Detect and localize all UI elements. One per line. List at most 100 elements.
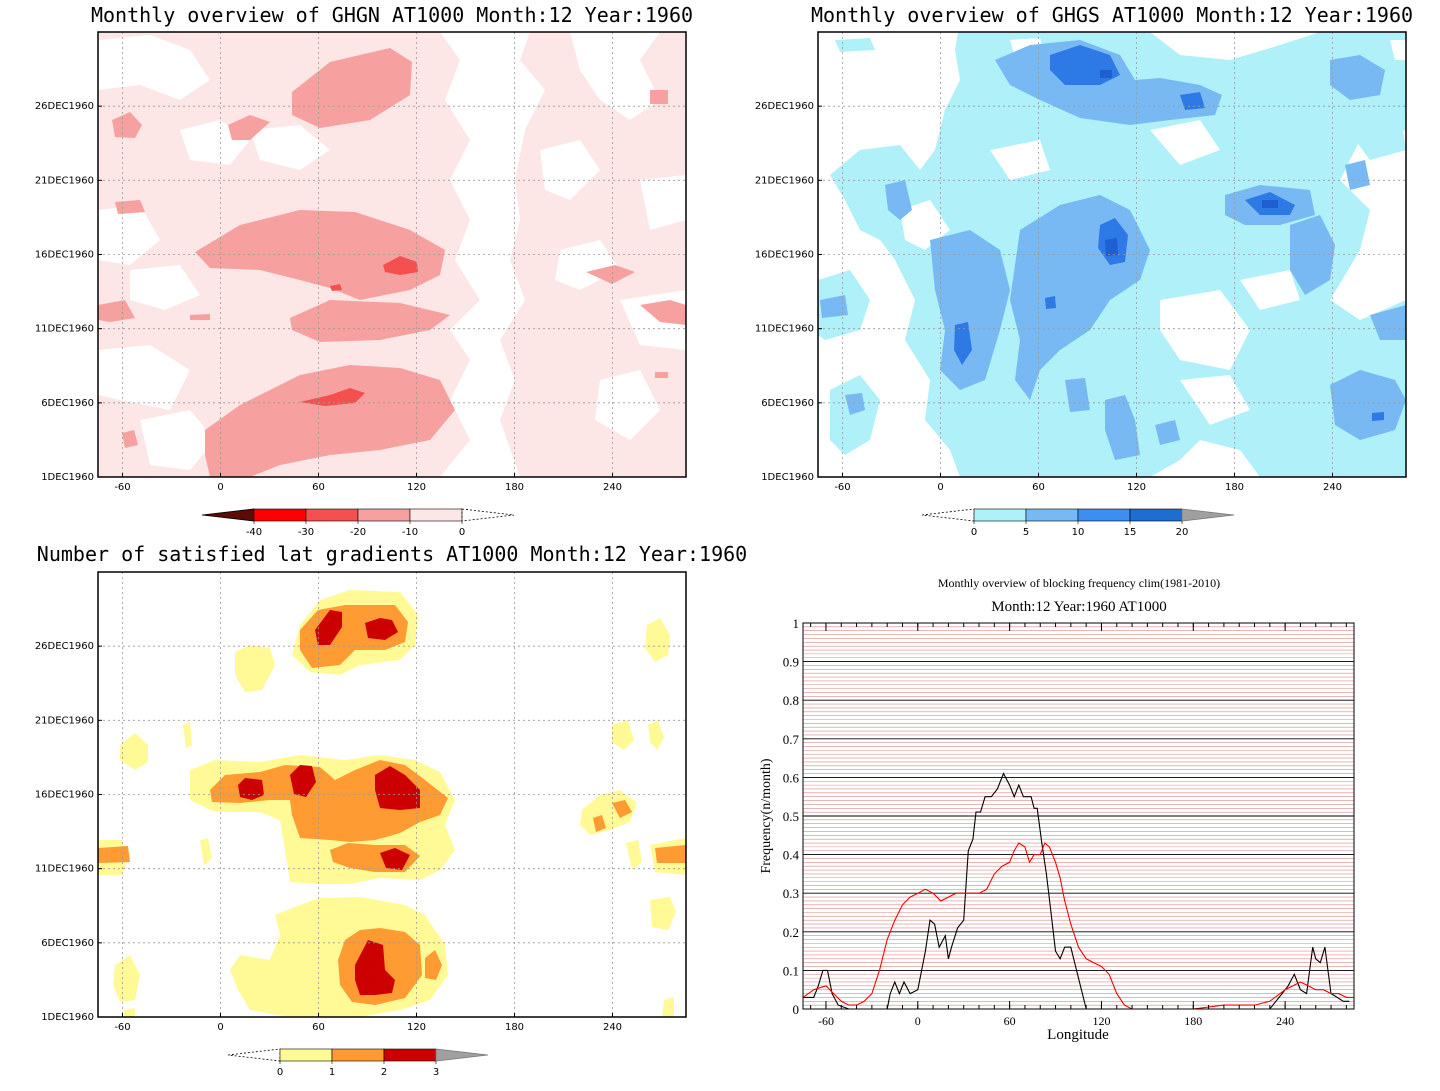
ghgn-contours <box>98 32 686 477</box>
colorbar-box <box>409 508 463 522</box>
colorbar-right-extension <box>461 508 515 522</box>
map-y-tick-label: 16DEC1960 <box>35 790 94 801</box>
map-y-tick-label: 26DEC1960 <box>755 101 814 112</box>
ghgn-gridlines <box>98 32 686 477</box>
gradients-level3-regions <box>238 610 420 995</box>
ghgs-gridlines <box>818 32 1406 477</box>
map-x-tick-label: 180 <box>505 482 524 493</box>
map-x-tick-label: 0 <box>217 1022 223 1033</box>
map-y-tick-label: 26DEC1960 <box>35 101 94 112</box>
map-y-tick-label: 21DEC1960 <box>35 175 94 186</box>
chart-title: Monthly overview of blocking frequency c… <box>938 576 1220 590</box>
colorbar-right-extension <box>435 1048 489 1062</box>
colorbar-box <box>357 508 411 522</box>
ghgs-strong-regions <box>954 45 1384 421</box>
chart-y-tick-label: 0.1 <box>783 963 799 978</box>
map-y-tick-label: 6DEC1960 <box>41 938 94 949</box>
gradients-title: Number of satisfied lat gradients AT1000… <box>37 542 747 566</box>
colorbar-box <box>1025 508 1079 522</box>
colorbar-box <box>253 508 307 522</box>
map-y-tick-label: 16DEC1960 <box>35 250 94 261</box>
map-y-tick-label: 11DEC1960 <box>755 324 814 335</box>
chart-plot-frame <box>802 622 1355 1010</box>
blocking-chart-panel: Monthly overview of blocking frequency c… <box>759 576 1355 1043</box>
chart-series <box>802 772 1354 1010</box>
chart-axis-ticks: -60 0 60 120 180 240 0 0.1 0.2 0.3 0.4 0.5 0.6 0.7 0.8… <box>783 616 1347 1028</box>
map-x-tick-label: 240 <box>1323 482 1342 493</box>
chart-y-tick-label: 0 <box>793 1002 800 1017</box>
map-x-tick-label: 180 <box>505 1022 524 1033</box>
colorbar-label: 3 <box>433 1067 439 1078</box>
gradients-panel: Number of satisfied lat gradients AT1000… <box>35 542 747 1078</box>
colorbar-label: 15 <box>1124 527 1137 538</box>
chart-y-tick-label: 0.7 <box>783 732 800 747</box>
gradients-gridlines <box>98 572 686 1017</box>
chart-subtitle: Month:12 Year:1960 AT1000 <box>991 599 1166 615</box>
colorbar-label: -40 <box>246 527 262 538</box>
gradients-colorbar: 0 1 2 3 <box>227 1048 489 1078</box>
chart-x-tick-label: 240 <box>1276 1014 1294 1028</box>
chart-y-label: Frequency(n/month) <box>759 758 774 873</box>
map-x-tick-label: 120 <box>407 482 426 493</box>
ghgs-axis-ticks: -60 0 60 120 180 240 1DEC1960 6DEC1960 11DEC1960… <box>755 101 1342 493</box>
colorbar-label: 2 <box>381 1067 387 1078</box>
colorbar-left-extension <box>921 508 975 522</box>
ghgn-colorbar: -40 -30 -20 -10 0 <box>201 508 515 538</box>
map-x-tick-label: -60 <box>114 1022 130 1033</box>
map-x-tick-label: 60 <box>312 1022 325 1033</box>
map-x-tick-label: 0 <box>937 482 943 493</box>
colorbar-box <box>279 1048 333 1062</box>
ghgs-strongest-regions <box>1100 70 1278 256</box>
chart-y-tick-label: 0.9 <box>783 655 799 670</box>
chart-y-tick-label: 0.4 <box>783 848 800 863</box>
colorbar-box <box>383 1048 437 1062</box>
map-x-tick-label: 240 <box>603 1022 622 1033</box>
map-x-tick-label: 60 <box>1032 482 1045 493</box>
colorbar-left-extension <box>201 508 255 522</box>
chart-x-tick-label: 180 <box>1184 1014 1202 1028</box>
ghgn-strong-regions <box>300 256 418 406</box>
ghgs-white-holes <box>900 38 1406 425</box>
map-y-tick-label: 16DEC1960 <box>755 250 814 261</box>
map-y-tick-label: 6DEC1960 <box>761 398 814 409</box>
chart-x-tick-label: 60 <box>1004 1014 1016 1028</box>
ghgn-mid-regions <box>98 48 686 477</box>
map-y-tick-label: 21DEC1960 <box>35 715 94 726</box>
map-x-tick-label: 120 <box>1127 482 1146 493</box>
colorbar-label: 5 <box>1023 527 1029 538</box>
colorbar-label: 0 <box>459 527 465 538</box>
map-y-tick-label: 1DEC1960 <box>761 472 814 483</box>
map-x-tick-label: 240 <box>603 482 622 493</box>
colorbar-left-extension <box>227 1048 281 1062</box>
map-y-tick-label: 6DEC1960 <box>41 398 94 409</box>
ghgn-panel: Monthly overview of GHGN AT1000 Month:12… <box>35 3 693 538</box>
colorbar-label: 1 <box>329 1067 335 1078</box>
gradients-contours <box>98 572 686 1017</box>
colorbar-box <box>331 1048 385 1062</box>
colorbar-label: -20 <box>350 527 366 538</box>
map-x-tick-label: -60 <box>114 482 130 493</box>
ghgs-panel: Monthly overview of GHGS AT1000 Month:12… <box>755 3 1413 538</box>
colorbar-right-extension <box>1181 508 1235 522</box>
map-y-tick-label: 21DEC1960 <box>755 175 814 186</box>
colorbar-label: 10 <box>1072 527 1085 538</box>
colorbar-box <box>1077 508 1131 522</box>
chart-x-tick-label: 0 <box>915 1014 921 1028</box>
map-y-tick-label: 1DEC1960 <box>41 1012 94 1023</box>
map-y-tick-label: 11DEC1960 <box>35 324 94 335</box>
chart-y-tick-label: 1 <box>793 616 800 631</box>
chart-x-tick-label: -60 <box>818 1014 834 1028</box>
colorbar-box <box>305 508 359 522</box>
map-y-tick-label: 11DEC1960 <box>35 864 94 875</box>
map-y-tick-label: 26DEC1960 <box>35 641 94 652</box>
colorbar-label: 0 <box>277 1067 283 1078</box>
map-x-tick-label: 180 <box>1225 482 1244 493</box>
map-x-tick-label: -60 <box>834 482 850 493</box>
chart-series-line-0 <box>803 772 1350 1010</box>
map-x-tick-label: 120 <box>407 1022 426 1033</box>
map-y-tick-label: 1DEC1960 <box>41 472 94 483</box>
ghgn-title: Monthly overview of GHGN AT1000 Month:12… <box>91 3 693 27</box>
chart-y-tick-label: 0.6 <box>783 770 800 785</box>
ghgs-colorbar: 0 5 10 15 20 <box>921 508 1235 538</box>
ghgn-axis-ticks: -60 0 60 120 180 240 1DEC1960 6DEC1960 11DEC1960… <box>35 101 622 493</box>
